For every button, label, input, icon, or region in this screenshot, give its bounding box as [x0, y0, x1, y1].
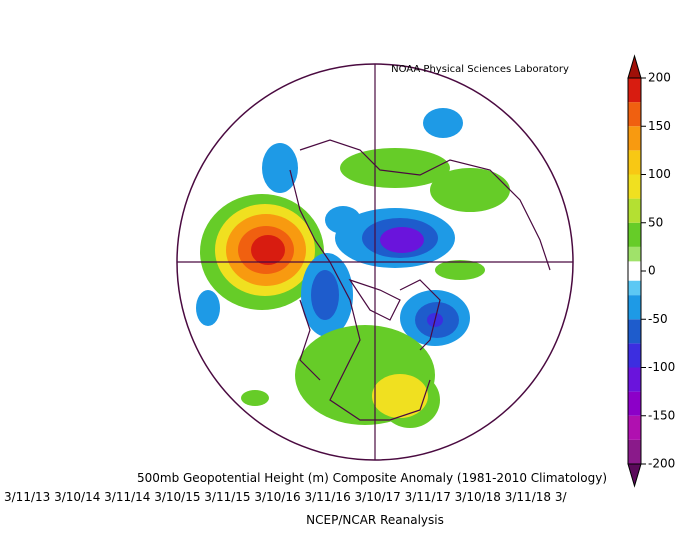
colorbar-band [628, 198, 641, 223]
colorbar-tick-label: 150 [648, 119, 671, 133]
colorbar-tick-label: -150 [648, 408, 675, 422]
anomaly-field [196, 108, 510, 428]
colorbar-band [628, 295, 641, 320]
colorbar-band [628, 439, 641, 464]
colorbar-band [628, 78, 641, 103]
colorbar-band [628, 415, 641, 440]
colorbar-arrow-top [627, 54, 642, 79]
colorbar-band [628, 391, 641, 416]
colorbar-band [628, 246, 641, 262]
colorbar-band [628, 319, 641, 344]
colorbar-band [628, 150, 641, 175]
colorbar-tick-label: 100 [648, 167, 671, 181]
colorbar-band [628, 367, 641, 392]
colorbar-band [628, 126, 641, 151]
colorbar-band [628, 280, 641, 296]
colorbar-tick-label: 0 [648, 264, 656, 278]
coastlines [289, 139, 551, 421]
colorbar-band [628, 343, 641, 368]
colorbar-arrow-bottom [627, 463, 642, 488]
dates: 3/11/13 3/10/14 3/11/14 3/10/15 3/11/15 … [4, 490, 567, 504]
source: NCEP/NCAR Reanalysis [306, 513, 444, 527]
colorbar: 200 150 100 50 0 -50 -100 -150 -200 [627, 54, 675, 488]
colorbar-band [628, 102, 641, 127]
map [176, 63, 574, 461]
title: 500mb Geopotential Height (m) Composite … [137, 471, 607, 485]
colorbar-tick-label: 50 [648, 215, 663, 229]
colorbar-band [628, 174, 641, 199]
colorbar-band [628, 222, 641, 247]
credit: NOAA Physical Sciences Laboratory [391, 64, 569, 75]
colorbar-tick-label: 200 [648, 71, 671, 85]
colorbar-band [628, 261, 641, 281]
colorbar-tick-label: -200 [648, 457, 675, 471]
colorbar-tick-label: -100 [648, 360, 675, 374]
colorbar-tick-label: -50 [648, 312, 668, 326]
